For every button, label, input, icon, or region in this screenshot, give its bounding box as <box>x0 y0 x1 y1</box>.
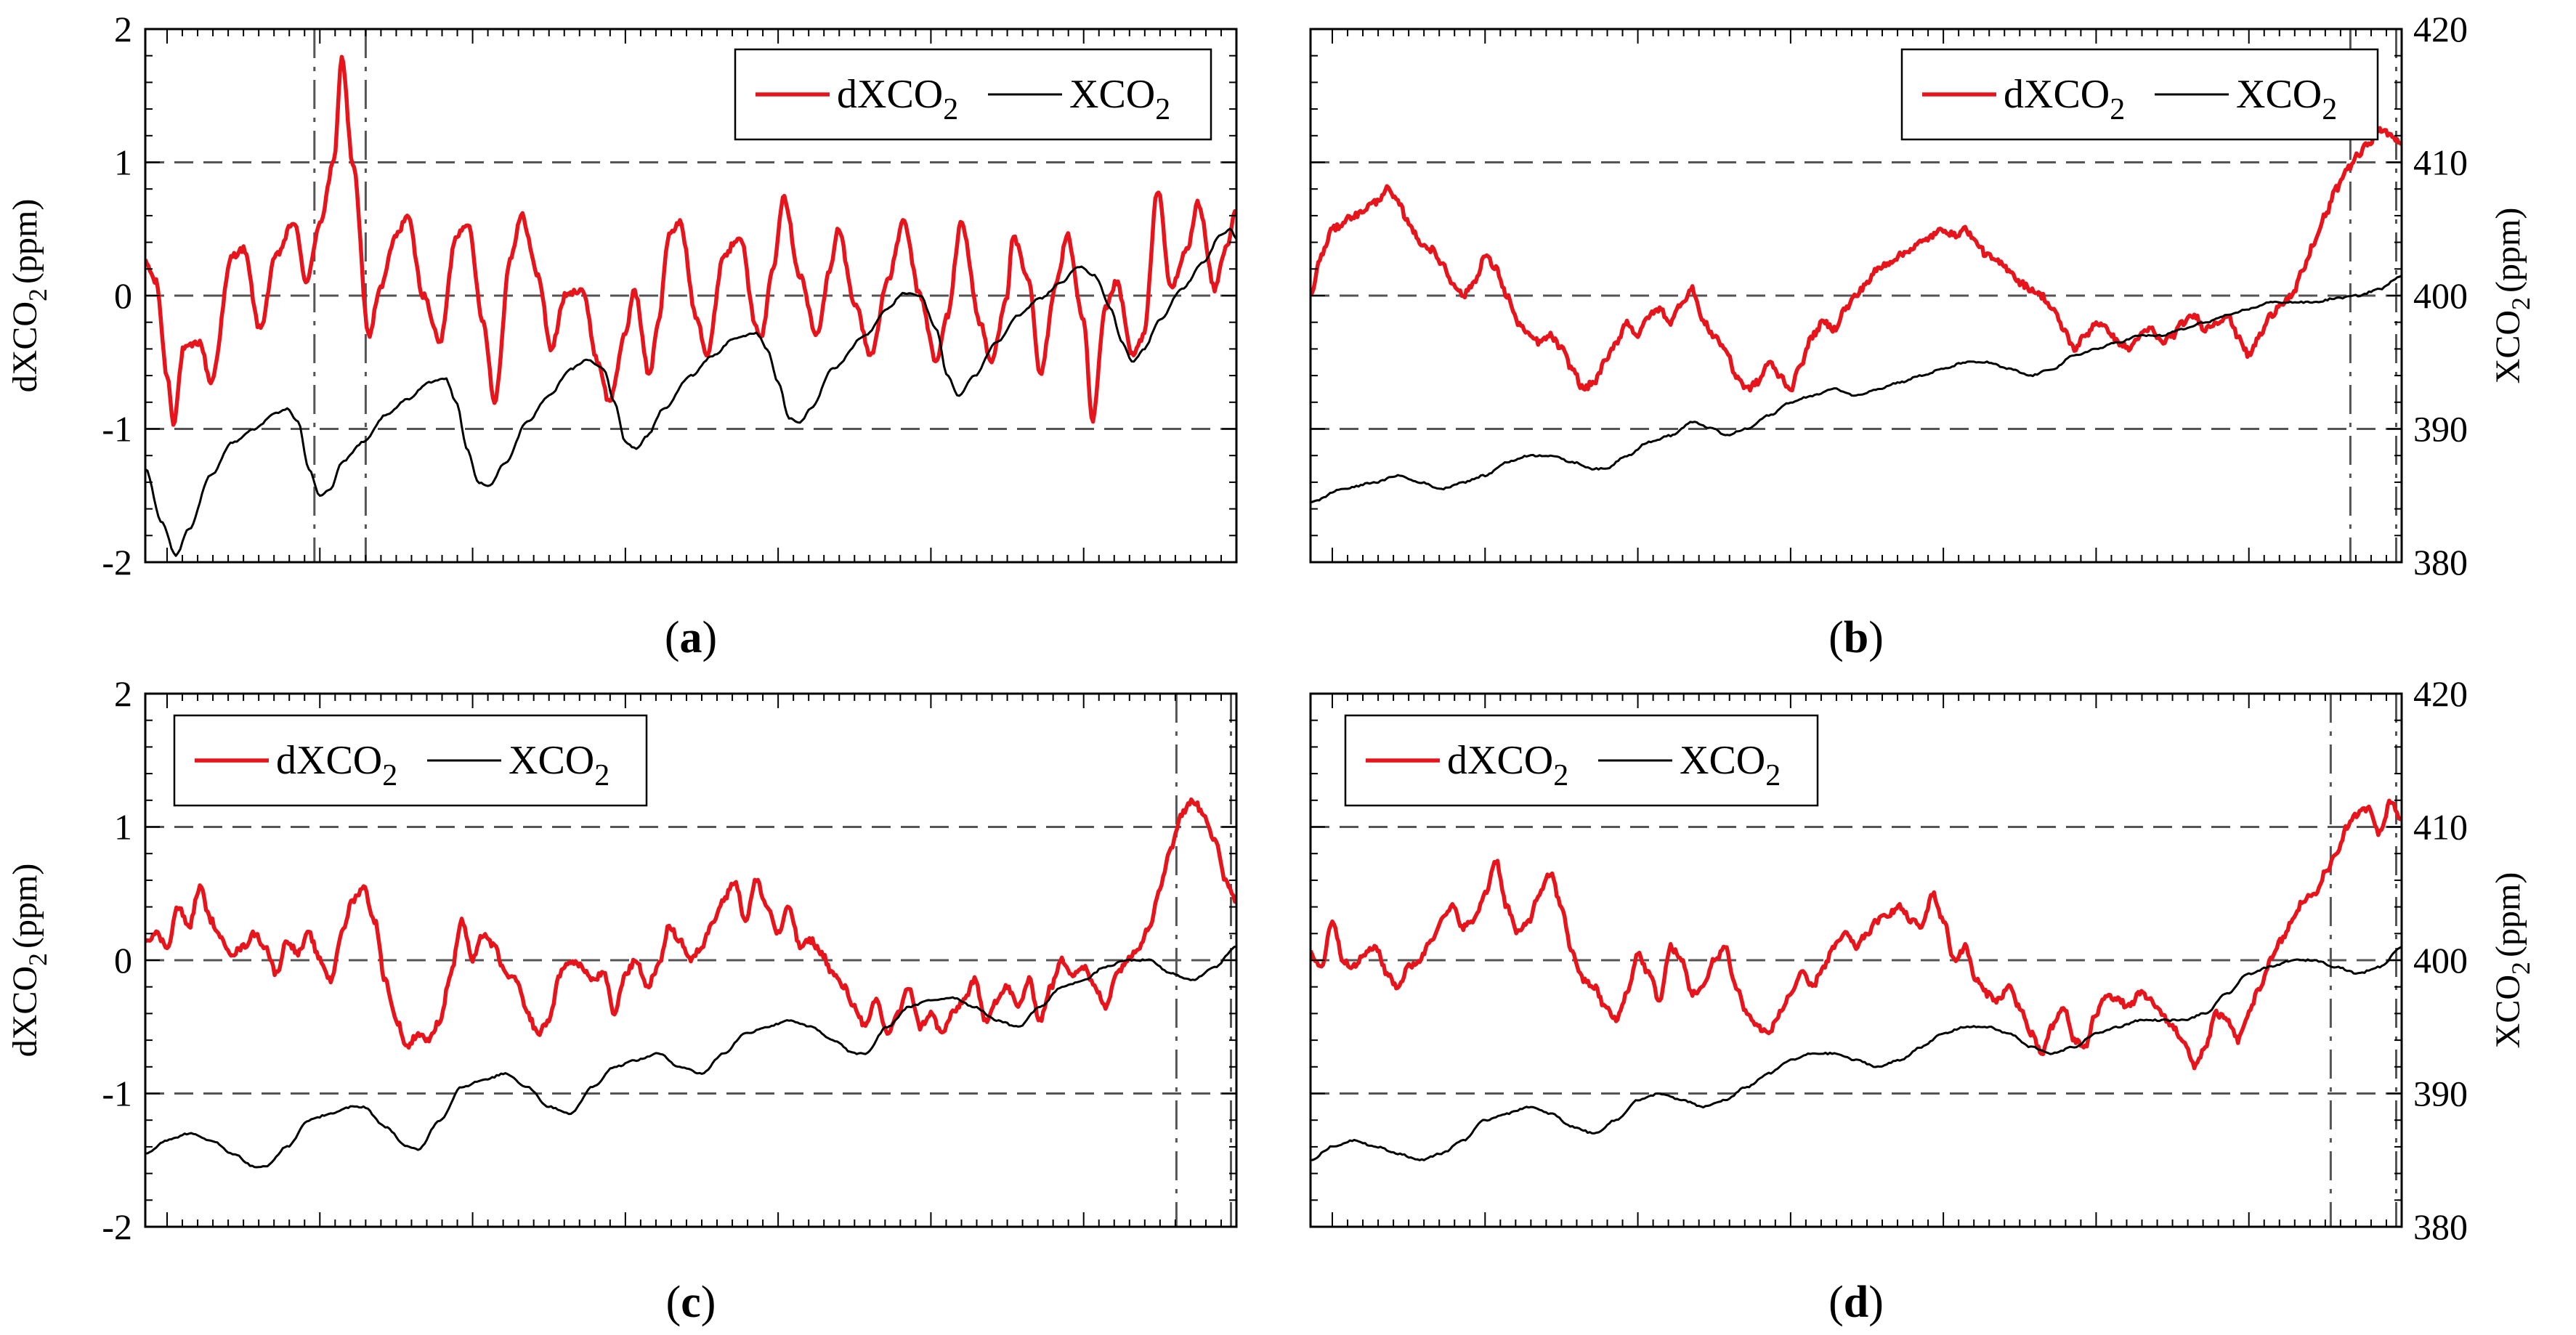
caption-letter: c <box>681 1278 701 1327</box>
axis-title-subscript: 2 <box>23 288 52 301</box>
legend-text-main: dXCO <box>837 72 943 117</box>
y-tick-label: 410 <box>2413 807 2468 848</box>
y-tick-label: -2 <box>102 542 132 583</box>
panel-caption: (c) <box>666 1278 716 1327</box>
axis-title-unit: (ppm) <box>2489 208 2527 293</box>
left-axis-title: dXCO2 (ppm) <box>6 199 52 393</box>
right-axis-title: XCO2 (ppm) <box>2489 872 2535 1049</box>
y-tick-label: 400 <box>2413 275 2468 316</box>
caption-paren: ( <box>1828 613 1844 662</box>
y-tick-label: 390 <box>2413 1074 2468 1114</box>
dxco2-series-line <box>1311 126 2402 393</box>
legend-xco2-label: XCO2 <box>1680 738 1781 792</box>
legend-text-subscript: 2 <box>594 759 609 792</box>
right-axis-title: XCO2 (ppm) <box>2489 208 2535 384</box>
caption-letter: a <box>680 613 702 662</box>
panel-caption: (b) <box>1828 613 1884 662</box>
caption-letter: b <box>1844 613 1868 662</box>
axis-title-subscript: 2 <box>2506 297 2535 310</box>
legend: dXCO2 XCO2 <box>734 48 1212 141</box>
axis-title-unit: (ppm) <box>6 864 44 949</box>
y-tick-label: 1 <box>114 142 132 183</box>
legend-xco2-label: XCO2 <box>2236 72 2337 126</box>
axis-title-main: XCO <box>2489 975 2527 1048</box>
legend-dxco2-label: dXCO2 <box>2004 72 2125 126</box>
axis-title-unit: (ppm) <box>6 199 44 284</box>
legend-text-main: dXCO <box>2004 72 2110 117</box>
xco2-series-line <box>145 945 1236 1169</box>
legend-text-main: XCO <box>509 738 594 783</box>
legend: dXCO2 XCO2 <box>173 714 648 807</box>
y-tick-label: -2 <box>102 1206 132 1247</box>
legend-text-subscript: 2 <box>1765 759 1781 792</box>
y-tick-label: 2 <box>114 9 132 49</box>
caption-paren: ( <box>665 613 680 662</box>
caption-letter: d <box>1844 1278 1868 1327</box>
axis-title-main: dXCO <box>6 301 44 392</box>
legend-text-subscript: 2 <box>943 93 958 126</box>
legend: dXCO2 XCO2 <box>1344 714 1819 807</box>
legend-text-subscript: 2 <box>2322 93 2337 126</box>
panel-caption: (a) <box>665 613 717 662</box>
y-tick-label: 380 <box>2413 1206 2468 1247</box>
y-tick-label: 400 <box>2413 940 2468 981</box>
legend-text-subscript: 2 <box>1155 93 1170 126</box>
y-tick-label: 420 <box>2413 9 2468 49</box>
legend-xco2-label: XCO2 <box>1069 72 1170 126</box>
panel-caption: (d) <box>1828 1278 1884 1327</box>
legend-box <box>173 714 648 807</box>
legend-dxco2-label: dXCO2 <box>276 738 397 792</box>
legend: dXCO2 XCO2 <box>1900 48 2379 141</box>
legend-text-subscript: 2 <box>382 759 397 792</box>
caption-paren: ( <box>666 1278 681 1327</box>
legend-text-main: XCO <box>1680 738 1765 783</box>
y-tick-label: 390 <box>2413 409 2468 450</box>
y-tick-label: 410 <box>2413 142 2468 183</box>
legend-dxco2-label: dXCO2 <box>837 72 958 126</box>
dxco2-series-line <box>145 797 1236 1050</box>
dxco2-series-line <box>1311 798 2402 1071</box>
y-tick-label: 1 <box>114 807 132 848</box>
xco2-series-line <box>145 227 1236 557</box>
legend-dxco2-label: dXCO2 <box>1447 738 1568 792</box>
legend-text-subscript: 2 <box>2110 93 2125 126</box>
y-tick-label: -1 <box>102 1074 132 1114</box>
y-tick-label: -1 <box>102 409 132 450</box>
legend-text-main: dXCO <box>1447 738 1553 783</box>
caption-paren: ) <box>702 613 718 662</box>
y-tick-label: 420 <box>2413 673 2468 714</box>
legend-text-main: XCO <box>1069 72 1155 117</box>
legend-text-main: XCO <box>2236 72 2322 117</box>
xco2-series-line <box>1311 275 2402 504</box>
legend-text-subscript: 2 <box>1553 759 1568 792</box>
legend-xco2-label: XCO2 <box>509 738 609 792</box>
axis-title-subscript: 2 <box>23 953 52 966</box>
caption-paren: ) <box>1868 613 1884 662</box>
xco2-series-line <box>1311 946 2402 1161</box>
y-tick-label: 380 <box>2413 542 2468 583</box>
axis-title-main: XCO <box>2489 310 2527 384</box>
y-tick-label: 0 <box>114 275 132 316</box>
y-tick-label: 2 <box>114 673 132 714</box>
y-tick-label: 0 <box>114 940 132 981</box>
axis-title-main: dXCO <box>6 966 44 1057</box>
caption-paren: ( <box>1828 1278 1844 1327</box>
axis-title-subscript: 2 <box>2506 962 2535 975</box>
axis-title-unit: (ppm) <box>2489 872 2527 957</box>
left-axis-title: dXCO2 (ppm) <box>6 864 52 1058</box>
caption-paren: ) <box>1868 1278 1884 1327</box>
caption-paren: ) <box>701 1278 716 1327</box>
legend-text-main: dXCO <box>276 738 382 783</box>
